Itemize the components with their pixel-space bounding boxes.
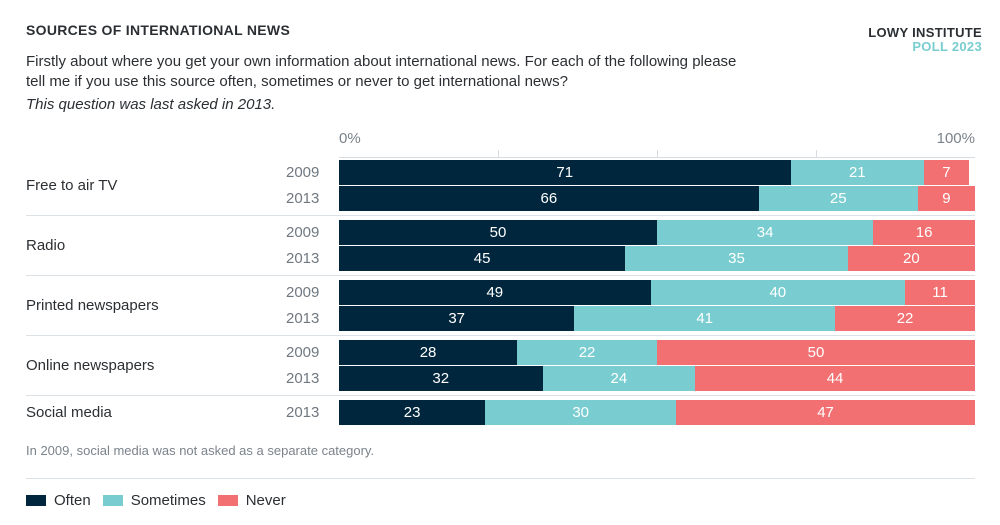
bar-segment-never: 16 xyxy=(873,220,975,245)
year-label: 2009 xyxy=(286,224,320,241)
legend-label: Never xyxy=(245,492,286,509)
category-label: Radio xyxy=(26,236,66,254)
bar-segment-often: 32 xyxy=(339,366,543,391)
bar-segment-sometimes: 41 xyxy=(574,306,836,331)
year-label: 2009 xyxy=(286,344,320,361)
legend-divider xyxy=(26,478,975,479)
category-label: Free to air TV xyxy=(26,176,118,194)
bar-segment-sometimes: 22 xyxy=(517,340,657,365)
bar-segment-often: 23 xyxy=(339,400,486,425)
bar-segment-often: 50 xyxy=(339,220,657,245)
legend: Often Sometimes Never xyxy=(26,492,298,509)
question-note: This question was last asked in 2013. xyxy=(26,96,276,113)
chart-title: SOURCES OF INTERNATIONAL NEWS xyxy=(26,22,291,38)
gridline xyxy=(657,150,658,158)
bar-segment-never: 50 xyxy=(657,340,975,365)
legend-item-often: Often xyxy=(26,492,91,509)
year-label: 2009 xyxy=(286,284,320,301)
bar-segment-never: 44 xyxy=(695,366,975,391)
year-label: 2013 xyxy=(286,404,320,421)
bar-segment-never: 11 xyxy=(905,280,975,305)
axis-max-label: 100% xyxy=(936,130,975,147)
bar-segment-often: 28 xyxy=(339,340,518,365)
bar-segment-often: 37 xyxy=(339,306,575,331)
year-label: 2013 xyxy=(286,370,320,387)
group-divider xyxy=(26,275,975,276)
brand-name: LOWY INSTITUTE xyxy=(868,25,982,40)
legend-swatch-never xyxy=(217,495,238,506)
bar-segment-never: 9 xyxy=(917,186,975,211)
bar-segment-never: 20 xyxy=(847,246,975,271)
bar-segment-often: 71 xyxy=(339,160,791,185)
bar-segment-often: 49 xyxy=(339,280,651,305)
group-divider xyxy=(26,215,975,216)
bar-segment-sometimes: 30 xyxy=(485,400,677,425)
brand-poll: POLL 2023 xyxy=(912,39,982,54)
legend-item-sometimes: Sometimes xyxy=(102,492,206,509)
gridline xyxy=(816,150,817,158)
axis-min-label: 0% xyxy=(339,130,361,147)
question-text: Firstly about where you get your own inf… xyxy=(26,53,737,90)
legend-swatch-sometimes xyxy=(102,495,123,506)
year-label: 2013 xyxy=(286,310,320,327)
group-divider xyxy=(26,335,975,336)
bar-segment-often: 66 xyxy=(339,186,759,211)
bar-segment-often: 45 xyxy=(339,246,626,271)
year-label: 2009 xyxy=(286,164,320,181)
footnote: In 2009, social media was not asked as a… xyxy=(26,443,375,458)
category-label: Printed newspapers xyxy=(26,296,159,314)
gridline xyxy=(498,150,499,158)
legend-label: Often xyxy=(54,492,91,509)
bar-segment-never: 47 xyxy=(676,400,975,425)
bar-segment-sometimes: 25 xyxy=(758,186,918,211)
year-label: 2013 xyxy=(286,190,320,207)
bar-segment-never: 7 xyxy=(924,160,969,185)
bar-segment-sometimes: 40 xyxy=(650,280,906,305)
category-label: Online newspapers xyxy=(26,356,155,374)
bar-segment-sometimes: 24 xyxy=(542,366,696,391)
bar-segment-sometimes: 34 xyxy=(657,220,874,245)
year-label: 2013 xyxy=(286,250,320,267)
legend-item-never: Never xyxy=(217,492,286,509)
bar-segment-never: 22 xyxy=(835,306,975,331)
bar-segment-sometimes: 21 xyxy=(790,160,925,185)
legend-label: Sometimes xyxy=(130,492,206,509)
group-divider xyxy=(26,395,975,396)
legend-swatch-often xyxy=(26,495,46,506)
category-label: Social media xyxy=(26,403,112,421)
bar-segment-sometimes: 35 xyxy=(625,246,848,271)
